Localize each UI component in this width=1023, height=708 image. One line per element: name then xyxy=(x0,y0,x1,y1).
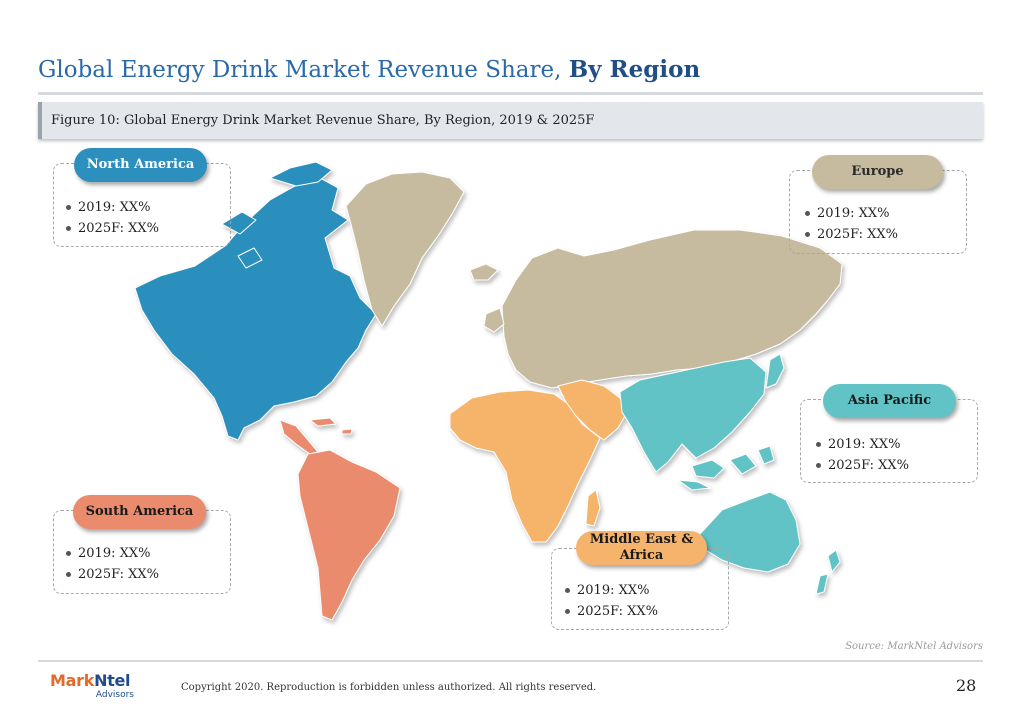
figure-caption: Figure 10: Global Energy Drink Market Re… xyxy=(51,113,595,128)
title-divider xyxy=(38,92,983,95)
copyright-text: Copyright 2020. Reproduction is forbidde… xyxy=(181,682,597,693)
iceland-shape xyxy=(469,263,499,281)
asia-shape xyxy=(619,357,767,473)
southeast-asia-islands xyxy=(677,445,775,491)
bullet-icon xyxy=(66,551,71,556)
bullet-icon xyxy=(565,609,570,614)
central-america-shape xyxy=(279,419,319,455)
list-item: 2019: XX% xyxy=(66,197,159,218)
caribbean-islands xyxy=(309,417,353,435)
south-america-label: South America xyxy=(73,495,206,529)
bullet-icon xyxy=(816,442,821,447)
middle-east-shape xyxy=(557,379,627,441)
mea-label-line2: Africa xyxy=(619,548,664,563)
british-isles-shape xyxy=(483,307,505,333)
source-note: Source: MarkNtel Advisors xyxy=(845,641,983,652)
south-america-shape xyxy=(297,449,401,621)
list-item: 2025F: XX% xyxy=(816,455,909,476)
mea-label: Middle East & Africa xyxy=(576,531,707,565)
list-item: 2025F: XX% xyxy=(805,224,898,245)
japan-shape xyxy=(765,353,785,389)
north-america-label: North America xyxy=(74,148,207,182)
europe-russia-shape xyxy=(501,229,843,389)
list-item: 2019: XX% xyxy=(66,543,159,564)
list-item: 2019: XX% xyxy=(816,434,909,455)
page-title: Global Energy Drink Market Revenue Share… xyxy=(38,56,700,83)
europe-label: Europe xyxy=(812,155,943,189)
page-title-main: Global Energy Drink Market Revenue Share… xyxy=(38,57,569,83)
mea-stats: 2019: XX% 2025F: XX% xyxy=(565,580,658,622)
asia-pacific-stats: 2019: XX% 2025F: XX% xyxy=(816,434,909,476)
bullet-icon xyxy=(66,226,71,231)
list-item: 2025F: XX% xyxy=(66,218,159,239)
north-america-shape xyxy=(134,177,377,441)
list-item: 2019: XX% xyxy=(805,203,898,224)
africa-shape xyxy=(449,389,601,543)
greenland-shape xyxy=(345,171,465,327)
asia-pacific-label: Asia Pacific xyxy=(823,384,956,418)
markntel-logo: MarkNtel Advisors xyxy=(50,671,134,700)
page-title-bold: By Region xyxy=(568,56,701,83)
world-map xyxy=(134,161,843,621)
bullet-icon xyxy=(816,463,821,468)
new-zealand-shape xyxy=(815,549,841,595)
europe-stats: 2019: XX% 2025F: XX% xyxy=(805,203,898,245)
bullet-icon xyxy=(66,205,71,210)
mea-label-line1: Middle East & xyxy=(589,532,694,547)
madagascar-shape xyxy=(585,489,601,527)
south-america-stats: 2019: XX% 2025F: XX% xyxy=(66,543,159,585)
bullet-icon xyxy=(805,211,810,216)
bullet-icon xyxy=(66,572,71,577)
list-item: 2019: XX% xyxy=(565,580,658,601)
list-item: 2025F: XX% xyxy=(565,601,658,622)
list-item: 2025F: XX% xyxy=(66,564,159,585)
footer-divider xyxy=(38,660,983,662)
north-america-stats: 2019: XX% 2025F: XX% xyxy=(66,197,159,239)
north-america-region xyxy=(134,161,377,455)
page-number: 28 xyxy=(956,676,977,695)
canada-arctic-islands xyxy=(221,161,333,269)
bullet-icon xyxy=(565,588,570,593)
bullet-icon xyxy=(805,232,810,237)
mea-region xyxy=(449,379,627,543)
figure-caption-bar: Figure 10: Global Energy Drink Market Re… xyxy=(38,102,983,139)
